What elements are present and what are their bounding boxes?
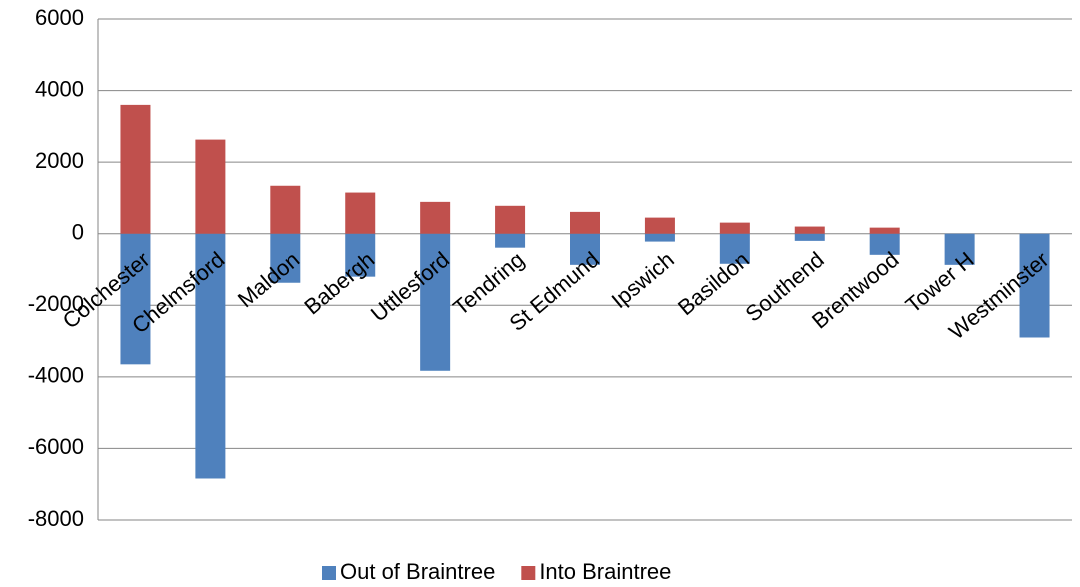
x-tick-label: Ipswich <box>607 247 679 313</box>
bar <box>794 233 825 241</box>
legend: Out of Braintree Into Braintree <box>322 559 671 584</box>
bar <box>869 227 900 234</box>
bar <box>1019 233 1050 338</box>
y-tick-label: 4000 <box>35 76 84 101</box>
y-tick-label: -6000 <box>28 434 84 459</box>
y-tick-label: -8000 <box>28 506 84 531</box>
y-tick-label: 2000 <box>35 148 84 173</box>
bar <box>495 233 526 248</box>
bar <box>120 104 151 234</box>
bar <box>345 233 376 277</box>
bar <box>869 233 900 255</box>
legend-swatch <box>322 566 336 580</box>
bar <box>570 233 600 265</box>
legend-label: Into Braintree <box>539 559 671 584</box>
bar <box>195 233 226 479</box>
y-tick-label: 0 <box>72 220 84 245</box>
bar <box>794 226 825 234</box>
bar <box>719 233 750 264</box>
bar <box>944 233 975 265</box>
bar <box>495 205 526 234</box>
bar <box>644 233 675 242</box>
bar <box>570 211 600 234</box>
bar <box>270 185 301 234</box>
legend-label: Out of Braintree <box>340 559 495 584</box>
legend-swatch <box>521 566 536 580</box>
y-tick-label: -2000 <box>28 291 84 316</box>
y-tick-label: -4000 <box>28 363 84 388</box>
bar <box>420 233 451 371</box>
bar <box>345 192 376 234</box>
bar <box>644 217 675 234</box>
bar <box>270 233 301 283</box>
y-tick-label: 6000 <box>35 5 84 30</box>
bar <box>120 233 151 365</box>
bar <box>719 222 750 234</box>
bar <box>195 139 226 234</box>
bar <box>420 201 451 234</box>
